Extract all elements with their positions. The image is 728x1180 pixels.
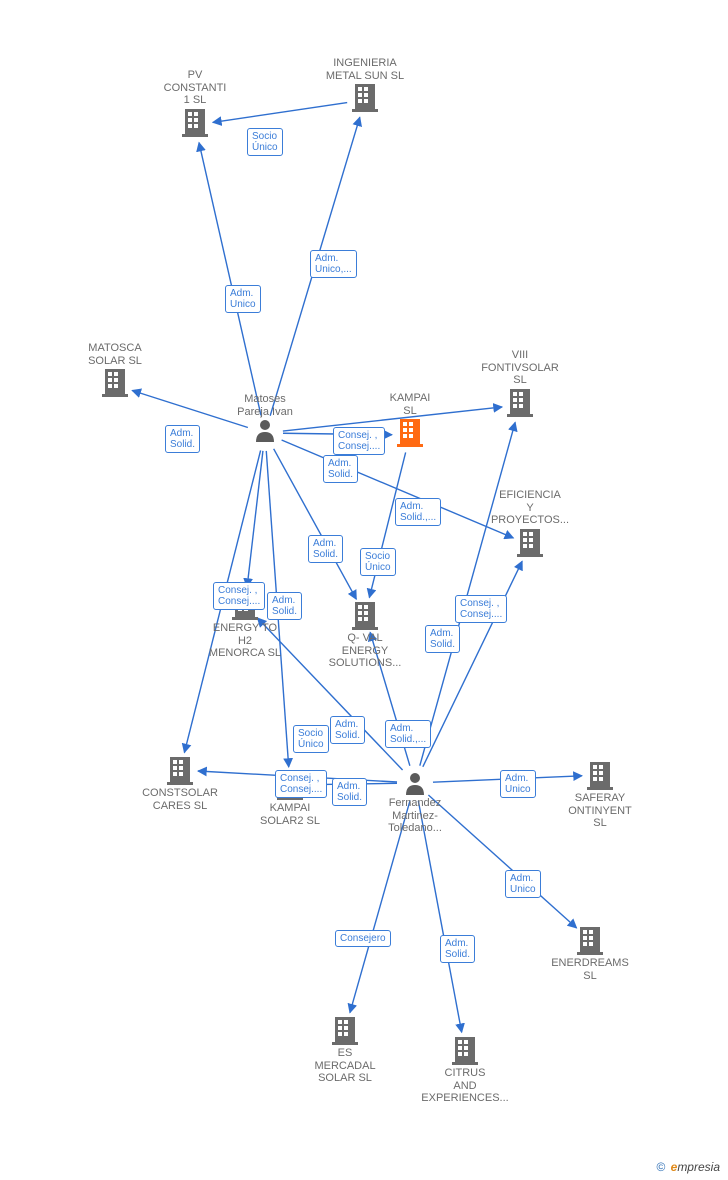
edge-line xyxy=(199,143,261,416)
edge-label: Adm. Unico,... xyxy=(310,250,357,278)
edge-label: Consejero xyxy=(335,930,391,947)
edge-label: Socio Único xyxy=(360,548,396,576)
edge-label: Consej. , Consej.... xyxy=(333,427,385,455)
node-label: INGENIERIA METAL SUN SL xyxy=(315,57,415,82)
edge-label: Adm. Solid. xyxy=(323,455,358,483)
building-icon xyxy=(540,925,640,955)
edge-label: Adm. Solid. xyxy=(440,935,475,963)
copyright: © empresia xyxy=(656,1160,720,1174)
person-icon xyxy=(215,418,315,442)
node-label: KAMPAI SOLAR2 SL xyxy=(240,802,340,827)
building-icon xyxy=(295,1015,395,1045)
edge-label: Adm. Solid. xyxy=(267,592,302,620)
company-node-qval[interactable]: Q- VAL ENERGY SOLUTIONS... xyxy=(315,600,415,670)
edge-label: Adm. Solid. xyxy=(308,535,343,563)
edge-label: Socio Único xyxy=(293,725,329,753)
node-label: EFICIENCIA Y PROYECTOS... xyxy=(480,489,580,527)
company-node-citrus[interactable]: CITRUS AND EXPERIENCES... xyxy=(415,1035,515,1105)
edge-label: Socio Único xyxy=(247,128,283,156)
node-label: ENERDREAMS SL xyxy=(540,957,640,982)
node-label: ENERGY TO H2 MENORCA SL xyxy=(195,622,295,660)
company-node-pv_constanti[interactable]: PV CONSTANTI 1 SL xyxy=(145,67,245,137)
company-node-viii_fontiv[interactable]: VIII FONTIVSOLAR SL xyxy=(470,347,570,417)
edge-label: Consej. , Consej.... xyxy=(455,595,507,623)
node-label: CONSTSOLAR CARES SL xyxy=(130,787,230,812)
edge-label: Adm. Solid. xyxy=(332,778,367,806)
company-node-ing_metal_sun[interactable]: INGENIERIA METAL SUN SL xyxy=(315,55,415,112)
diagram-stage: PV CONSTANTI 1 SL INGENIERIA METAL SUN S… xyxy=(0,0,728,1180)
company-node-eficiencia[interactable]: EFICIENCIA Y PROYECTOS... xyxy=(480,487,580,557)
node-label: Matoses Pareja Ivan xyxy=(215,393,315,418)
building-icon xyxy=(65,367,165,397)
person-node-matoses[interactable]: Matoses Pareja Ivan xyxy=(215,391,315,442)
node-label: ES MERCADAL SOLAR SL xyxy=(295,1047,395,1085)
edge-line xyxy=(418,801,461,1033)
edge-label: Adm. Solid. xyxy=(330,716,365,744)
node-label: CITRUS AND EXPERIENCES... xyxy=(415,1067,515,1105)
node-label: SAFERAY ONTINYENT SL xyxy=(550,792,650,830)
building-icon xyxy=(480,527,580,557)
edge-label: Adm. Unico xyxy=(505,870,541,898)
edge-label: Adm. Solid. xyxy=(425,625,460,653)
edge-line xyxy=(247,451,263,587)
edge-label: Consej. , Consej.... xyxy=(275,770,327,798)
building-icon xyxy=(415,1035,515,1065)
building-icon xyxy=(145,107,245,137)
edge-label: Adm. Solid. xyxy=(165,425,200,453)
company-node-saferay[interactable]: SAFERAY ONTINYENT SL xyxy=(550,760,650,830)
edge-label: Adm. Unico xyxy=(225,285,261,313)
person-node-fernandez[interactable]: Fernandez Martinez- Toledano... xyxy=(365,771,465,835)
node-label: PV CONSTANTI 1 SL xyxy=(145,69,245,107)
company-node-constsolar[interactable]: CONSTSOLAR CARES SL xyxy=(130,755,230,812)
node-label: Q- VAL ENERGY SOLUTIONS... xyxy=(315,632,415,670)
edge-label: Adm. Unico xyxy=(500,770,536,798)
copyright-symbol: © xyxy=(656,1160,665,1174)
node-label: MATOSCA SOLAR SL xyxy=(65,342,165,367)
company-node-es_mercadal[interactable]: ES MERCADAL SOLAR SL xyxy=(295,1015,395,1085)
person-icon xyxy=(365,771,465,795)
edge-label: Adm. Solid.,... xyxy=(395,498,441,526)
building-icon xyxy=(130,755,230,785)
company-node-enerdreams[interactable]: ENERDREAMS SL xyxy=(540,925,640,982)
building-icon xyxy=(550,760,650,790)
building-icon xyxy=(470,387,570,417)
copyright-brand-rest: mpresia xyxy=(677,1160,720,1174)
edge-label: Adm. Solid.,... xyxy=(385,720,431,748)
company-node-matosca[interactable]: MATOSCA SOLAR SL xyxy=(65,340,165,397)
edge-line xyxy=(420,422,515,765)
edge-label: Consej. , Consej.... xyxy=(213,582,265,610)
edges-layer xyxy=(0,0,728,1180)
edge-line xyxy=(423,561,522,767)
building-icon xyxy=(315,82,415,112)
node-label: KAMPAI SL xyxy=(360,392,460,417)
building-icon xyxy=(315,600,415,630)
node-label: Fernandez Martinez- Toledano... xyxy=(365,797,465,835)
node-label: VIII FONTIVSOLAR SL xyxy=(470,349,570,387)
